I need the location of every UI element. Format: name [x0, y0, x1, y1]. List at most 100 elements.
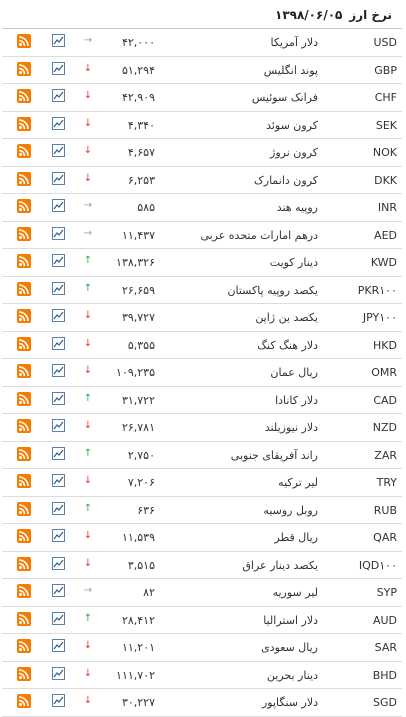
chart-icon[interactable]	[52, 364, 65, 377]
rss-icon[interactable]	[17, 226, 31, 241]
rate-value: ۱۱,۲۰۱	[121, 641, 155, 654]
chart-icon[interactable]	[52, 226, 65, 240]
currency-code: OMR	[371, 366, 397, 379]
rss-icon[interactable]	[17, 446, 31, 461]
trend-up-icon: ↑	[83, 612, 93, 624]
chart-icon[interactable]	[52, 281, 65, 295]
trend-down-icon: ↓	[83, 172, 93, 184]
rate-value: ۱۰۹,۲۳۵	[116, 366, 155, 379]
chart-icon[interactable]	[52, 474, 65, 487]
currency-name: راند آفریقای جنوبی	[230, 448, 318, 462]
chart-icon[interactable]	[52, 501, 65, 515]
chart-icon[interactable]	[52, 419, 65, 432]
rate-value: ۲,۷۵۰	[127, 448, 155, 462]
chart-icon[interactable]	[52, 309, 65, 322]
trend-down-icon: ↓	[83, 117, 93, 129]
table-row: → ۱۱,۴۳۷ درهم امارات متحده عربی AED	[2, 222, 402, 249]
trend-down-icon: ↓	[83, 337, 93, 349]
chart-icon[interactable]	[52, 694, 65, 707]
chart-icon[interactable]	[52, 89, 65, 102]
table-row: ↓ ۱۰۹,۲۳۵ ریال عمان OMR	[2, 359, 402, 387]
rss-icon[interactable]	[17, 309, 31, 323]
currency-code: BHD	[372, 668, 397, 682]
chart-icon[interactable]	[52, 171, 65, 185]
chart-icon[interactable]	[52, 446, 65, 460]
rate-value: ۸۲	[143, 586, 155, 599]
rss-icon[interactable]	[17, 529, 31, 543]
currency-code: AUD	[372, 613, 397, 627]
currency-name: دلار استرالیا	[263, 613, 318, 627]
trend-down-icon: ↓	[83, 640, 93, 651]
currency-code: RUB	[373, 503, 397, 517]
chart-icon[interactable]	[52, 116, 65, 130]
rate-value: ۳۹,۷۲۷	[121, 311, 155, 324]
rss-icon[interactable]	[17, 556, 31, 571]
table-row: ↓ ۱۱,۵۳۹ ریال قطر QAR	[2, 524, 402, 552]
rss-icon[interactable]	[17, 144, 31, 158]
trend-same-icon: →	[83, 585, 93, 596]
rate-value: ۴۲,۰۰۰	[121, 36, 155, 49]
table-row: ↓ ۷,۲۰۶ لیر ترکیه TRY	[2, 469, 402, 497]
trend-up-icon: ↑	[83, 282, 93, 294]
currency-name: ریال عمان	[270, 366, 318, 379]
chart-icon[interactable]	[52, 254, 65, 267]
chart-icon[interactable]	[52, 639, 65, 652]
table-row: ↑ ۲۶,۶۵۹ یکصد روپیه پاکستان PKR۱۰۰	[2, 277, 402, 304]
chart-icon[interactable]	[52, 34, 65, 47]
rss-icon[interactable]	[17, 611, 31, 626]
trend-up-icon: ↑	[83, 502, 93, 514]
rss-icon[interactable]	[17, 34, 31, 48]
chart-icon[interactable]	[52, 611, 65, 625]
currency-code: NOK	[372, 146, 397, 159]
rate-value: ۱۱۱,۷۰۲	[116, 668, 155, 682]
table-row: ↑ ۶۳۶ روبل روسیه RUB	[2, 497, 402, 524]
rate-value: ۴,۳۴۰	[127, 118, 155, 132]
rss-icon[interactable]	[17, 199, 31, 213]
rss-icon[interactable]	[17, 391, 31, 406]
chart-icon[interactable]	[52, 556, 65, 570]
rss-icon[interactable]	[17, 61, 31, 76]
chart-icon[interactable]	[52, 336, 65, 350]
rss-icon[interactable]	[17, 171, 31, 186]
rss-icon[interactable]	[17, 584, 31, 598]
trend-down-icon: ↓	[83, 310, 93, 321]
currency-name: یکصد روپیه پاکستان	[227, 283, 318, 297]
chart-icon[interactable]	[52, 144, 65, 157]
rss-icon[interactable]	[17, 474, 31, 488]
chart-icon[interactable]	[52, 391, 65, 405]
currency-name: ریال قطر	[274, 531, 318, 544]
rss-icon[interactable]	[17, 419, 31, 433]
table-row: ↓ ۳,۵۱۵ یکصد دینار عراق IQD۱۰۰	[2, 552, 402, 579]
chart-icon[interactable]	[52, 666, 65, 680]
rss-icon[interactable]	[17, 254, 31, 268]
currency-code: PKR۱۰۰	[357, 283, 397, 297]
table-row: ↓ ۱۱,۲۰۱ ریال سعودی SAR	[2, 634, 402, 662]
rate-value: ۵,۳۵۵	[127, 338, 155, 352]
currency-name: کرون دانمارک	[253, 173, 318, 187]
rss-icon[interactable]	[17, 694, 31, 708]
table-row: ↓ ۵۱,۲۹۴ پوند انگلیس GBP	[2, 57, 402, 84]
trend-down-icon: ↓	[83, 62, 93, 74]
rate-value: ۵۱,۲۹۴	[121, 63, 155, 77]
trend-same-icon: →	[83, 200, 93, 211]
trend-down-icon: ↓	[83, 695, 93, 706]
rss-icon[interactable]	[17, 336, 31, 351]
rss-icon[interactable]	[17, 281, 31, 296]
currency-name: درهم امارات متحده عربی	[200, 228, 318, 242]
currency-code: CHF	[374, 91, 397, 104]
rss-icon[interactable]	[17, 89, 31, 103]
rate-value: ۷,۲۰۶	[127, 476, 155, 489]
rss-icon[interactable]	[17, 364, 31, 378]
chart-icon[interactable]	[52, 529, 65, 542]
chart-icon[interactable]	[52, 199, 65, 212]
rss-icon[interactable]	[17, 639, 31, 653]
rss-icon[interactable]	[17, 666, 31, 681]
chart-icon[interactable]	[52, 584, 65, 597]
rss-icon[interactable]	[17, 116, 31, 131]
chart-icon[interactable]	[52, 61, 65, 75]
currency-code: IQD۱۰۰	[358, 558, 397, 572]
rss-icon[interactable]	[17, 501, 31, 516]
currency-code: TRY	[376, 476, 397, 489]
trend-down-icon: ↓	[83, 90, 93, 101]
